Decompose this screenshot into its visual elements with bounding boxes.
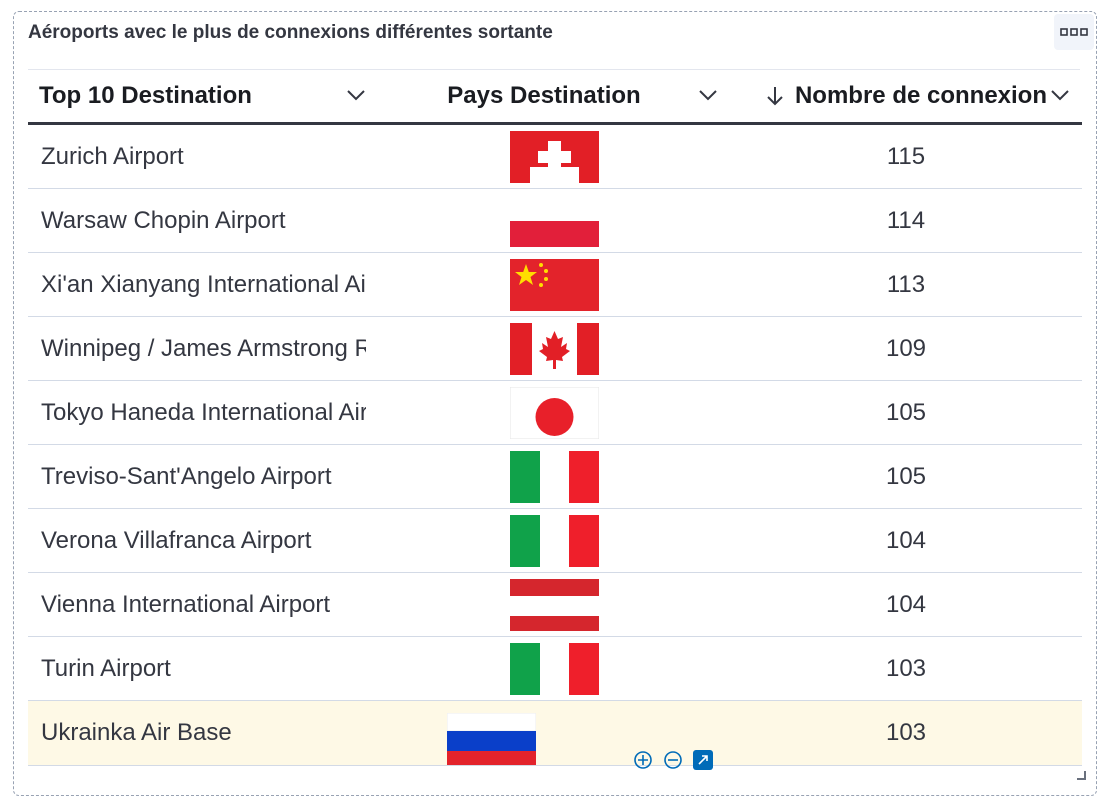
column-header-destination[interactable]: Top 10 Destination	[28, 70, 378, 122]
expand-cell-button[interactable]	[692, 749, 714, 771]
country-flag-cell	[378, 445, 730, 508]
table-row[interactable]: Zurich Airport 115	[28, 125, 1082, 189]
table-row[interactable]: Verona Villafranca Airport 104	[28, 509, 1082, 573]
table-row[interactable]: Turin Airport 103	[28, 637, 1082, 701]
country-flag-cell	[378, 381, 730, 444]
connection-count-cell: 114	[886, 206, 926, 234]
italy-flag-icon	[509, 450, 599, 503]
destination-cell: Treviso-Sant'Angelo Airport	[41, 462, 332, 490]
switzerland-flag-icon	[509, 130, 599, 183]
destination-cell: Vienna International Airport	[41, 590, 331, 618]
destination-cell: Verona Villafranca Airport	[41, 526, 312, 554]
sort-descending-icon[interactable]	[765, 85, 785, 107]
resize-handle[interactable]	[1076, 767, 1086, 785]
table-row[interactable]: Vienna International Airport 104	[28, 573, 1082, 637]
poland-flag-icon	[509, 194, 599, 247]
column-label: Top 10 Destination	[39, 82, 252, 109]
table-row[interactable]: Ukrainka Air Base 103	[28, 701, 1082, 770]
column-header-connections[interactable]: Nombre de connexion	[730, 70, 1082, 122]
column-header-country[interactable]: Pays Destination	[378, 70, 730, 122]
plus-in-circle-icon	[634, 751, 652, 769]
destination-cell: Ukrainka Air Base	[41, 718, 232, 746]
connection-count-cell: 104	[885, 526, 927, 554]
connection-count-cell: 103	[885, 718, 927, 746]
country-flag-cell	[378, 253, 730, 316]
table-row[interactable]: Treviso-Sant'Angelo Airport 105	[28, 445, 1082, 509]
russia-flag-icon	[447, 713, 536, 765]
column-label: Pays Destination	[447, 82, 641, 109]
panel-options-button[interactable]	[1054, 14, 1094, 50]
country-flag-cell	[378, 573, 730, 636]
table-row[interactable]: Winnipeg / James Armstrong Richardson In…	[28, 317, 1082, 381]
country-flag-cell	[378, 637, 730, 700]
expand-icon	[693, 750, 713, 770]
table-body: Zurich Airport 115 Warsaw Chopin Airport…	[28, 125, 1082, 770]
resize-corner-icon	[1077, 771, 1086, 780]
connection-count-cell: 105	[885, 462, 927, 490]
destination-cell: Xi'an Xianyang International Airport	[41, 270, 366, 298]
table-row[interactable]: Tokyo Haneda International Airport 105	[28, 381, 1082, 445]
ellipsis-icon	[1060, 28, 1088, 36]
connection-count-cell: 105	[885, 398, 927, 426]
column-label: Nombre de connexion	[794, 82, 1048, 109]
filter-out-value-button[interactable]	[662, 749, 684, 771]
data-table: Top 10 Destination Pays Destination Nomb…	[28, 70, 1082, 770]
destination-cell: Tokyo Haneda International Airport	[41, 398, 366, 426]
chevron-down-icon[interactable]	[698, 88, 718, 102]
destination-cell: Zurich Airport	[41, 142, 184, 170]
japan-flag-icon	[509, 386, 599, 439]
title-divider	[28, 69, 1080, 70]
table-row[interactable]: Warsaw Chopin Airport 114	[28, 189, 1082, 253]
italy-flag-icon	[509, 514, 599, 567]
country-flag-cell	[378, 189, 730, 252]
italy-flag-icon	[509, 642, 599, 695]
filter-for-value-button[interactable]	[632, 749, 654, 771]
country-flag-cell	[378, 509, 730, 572]
connection-count-cell: 109	[885, 334, 927, 362]
destination-cell: Turin Airport	[41, 654, 171, 682]
visualization-panel: Aéroports avec le plus de connexions dif…	[13, 11, 1097, 796]
connection-count-cell: 113	[886, 270, 926, 298]
minus-in-circle-icon	[664, 751, 682, 769]
country-flag-cell	[378, 701, 730, 765]
destination-cell: Winnipeg / James Armstrong Richardson In…	[41, 334, 366, 362]
country-flag-cell	[378, 125, 730, 188]
connection-count-cell: 103	[885, 654, 927, 682]
canada-flag-icon	[509, 322, 599, 375]
panel-title: Aéroports avec le plus de connexions dif…	[28, 22, 553, 43]
china-flag-icon	[509, 258, 599, 311]
row-filter-actions	[632, 749, 714, 771]
austria-flag-icon	[509, 578, 599, 631]
chevron-down-icon[interactable]	[346, 88, 366, 102]
connection-count-cell: 115	[886, 142, 926, 170]
country-flag-cell	[378, 317, 730, 380]
chevron-down-icon[interactable]	[1050, 88, 1070, 102]
table-row[interactable]: Xi'an Xianyang International Airport 113	[28, 253, 1082, 317]
destination-cell: Warsaw Chopin Airport	[41, 206, 286, 234]
table-header: Top 10 Destination Pays Destination Nomb…	[28, 70, 1082, 125]
connection-count-cell: 104	[885, 590, 927, 618]
